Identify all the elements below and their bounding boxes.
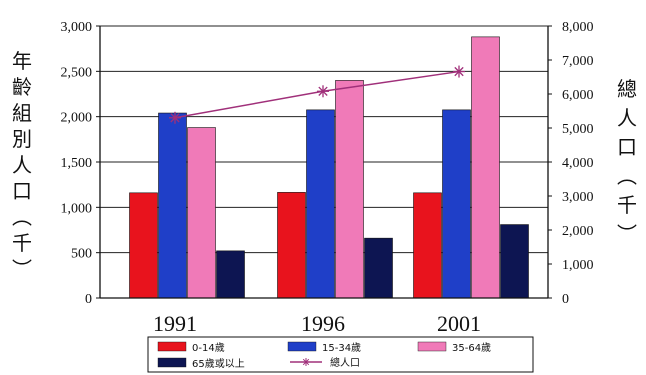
legend-swatch <box>157 341 187 352</box>
right-tick-label: 3,000 <box>562 190 594 205</box>
right-tick-label: 4,000 <box>562 156 594 171</box>
category-label: 2001 <box>437 311 481 336</box>
left-tick-label: 0 <box>85 292 92 307</box>
bars-layer <box>129 36 529 299</box>
category-label: 1996 <box>301 311 345 336</box>
bar-35-64歲-1991 <box>187 127 216 299</box>
bar-35-64歲-1996 <box>335 80 364 299</box>
left-tick-label: 2,000 <box>61 111 93 126</box>
legend-swatch <box>287 341 317 352</box>
right-tick-label: 2,000 <box>562 224 594 239</box>
legend-box <box>147 336 534 373</box>
legend-swatch <box>157 357 187 368</box>
bar-0-14歲-1991 <box>129 192 158 299</box>
left-axis-title-text: 年齡組別人口︵千︶ <box>12 49 32 281</box>
left-tick-label: 1,500 <box>61 156 93 171</box>
right-tick-label: 6,000 <box>562 88 594 103</box>
right-tick-label: 8,000 <box>562 20 594 35</box>
total-population-point-1991 <box>169 111 181 124</box>
total-population-line <box>169 65 465 124</box>
legend-label: 0-14歲 <box>192 341 225 354</box>
star-stroke <box>170 113 180 123</box>
total-population-point-1996 <box>317 85 329 98</box>
left-tick-label: 1,000 <box>61 201 93 216</box>
right-tick-label: 5,000 <box>562 122 594 137</box>
right-axis-title-text: 總人口︵千︶ <box>617 77 637 246</box>
bar-15-34歲-1991 <box>158 112 187 299</box>
left-axis-ticks: 0 500 1,000 1,500 2,000 2,500 3,000 <box>61 20 100 307</box>
left-tick-label: 500 <box>71 247 92 262</box>
right-tick-label: 1,000 <box>562 258 594 273</box>
bar-65歲或以上-2001 <box>500 224 529 299</box>
bar-15-34歲-2001 <box>442 109 471 299</box>
bar-0-14歲-2001 <box>413 192 442 299</box>
right-axis-title: 總人口︵千︶ <box>617 77 637 246</box>
right-tick-label: 7,000 <box>562 54 594 69</box>
category-label: 1991 <box>153 311 197 336</box>
right-axis-ticks: 0 1,000 2,000 3,000 4,000 5,000 6,000 7,000 8,00… <box>548 20 594 307</box>
category-labels: 1991 1996 2001 <box>153 311 481 336</box>
bar-15-34歲-1996 <box>306 109 335 299</box>
right-tick-label: 0 <box>562 292 569 307</box>
legend-label: 35-64歲 <box>452 341 491 354</box>
bar-65歲或以上-1996 <box>364 237 393 299</box>
left-axis-title: 年齡組別人口︵千︶ <box>12 49 32 281</box>
bar-65歲或以上-1991 <box>216 250 245 299</box>
star-stroke <box>318 86 328 96</box>
left-tick-label: 2,500 <box>61 65 93 80</box>
legend-swatch <box>417 341 447 352</box>
legend-label: 15-34歲 <box>322 341 361 354</box>
left-tick-label: 3,000 <box>61 20 93 35</box>
bar-35-64歲-2001 <box>471 36 500 299</box>
legend-star-stroke <box>302 358 310 366</box>
star-stroke <box>454 66 464 77</box>
bar-0-14歲-1996 <box>277 192 306 299</box>
legend-label: 65歲或以上 <box>192 357 245 370</box>
legend-label: 總人口 <box>330 356 360 369</box>
total-population-point-2001 <box>453 65 465 78</box>
legend: 0-14歲 15-34歲 35-64歲 65歲或以上 總人口 <box>147 336 534 373</box>
